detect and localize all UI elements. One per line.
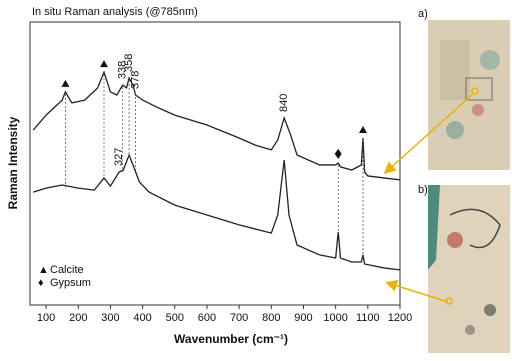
arrow: [383, 92, 475, 175]
x-tick-label: 200: [69, 312, 87, 324]
x-tick-label: 400: [133, 312, 151, 324]
calcite-marker: [61, 79, 70, 87]
photo-a: [428, 20, 510, 170]
panel-label: b): [418, 184, 428, 196]
y-axis-label: Raman Intensity: [6, 116, 20, 209]
photo-b: [428, 185, 510, 353]
x-tick-label: 900: [294, 312, 312, 324]
arrow: [385, 279, 449, 303]
chart-title: In situ Raman analysis (@785nm): [32, 6, 198, 18]
x-axis-label: Wavenumber (cm⁻¹): [174, 332, 288, 346]
calcite-marker: [359, 126, 367, 134]
x-tick-label: 800: [262, 312, 280, 324]
x-tick-label: 700: [230, 312, 248, 324]
peak-label: 327: [113, 148, 125, 166]
x-tick-label: 1000: [323, 312, 347, 324]
peak-label: 378: [129, 71, 141, 89]
x-tick-label: 1100: [356, 312, 380, 324]
calcite-marker: [100, 60, 108, 68]
x-tick-label: 600: [198, 312, 216, 324]
peak-label: 338: [117, 61, 129, 79]
x-tick-label: 100: [37, 312, 55, 324]
x-tick-label: 300: [101, 312, 119, 324]
legend-label: Calcite: [50, 264, 84, 276]
spectrum-line: [33, 153, 401, 271]
gypsum-marker: [334, 148, 342, 159]
plot-frame: [29, 21, 401, 306]
legend-symbol: ♦: [38, 277, 44, 289]
legend-label: Gypsum: [50, 277, 91, 289]
peak-label: 358: [123, 54, 135, 72]
x-tick-label: 500: [166, 312, 184, 324]
panel-label: a): [418, 8, 428, 20]
spectrum-line: [32, 70, 401, 181]
x-tick-label: 1200: [388, 312, 412, 324]
peak-label: 840: [278, 94, 290, 112]
legend-symbol: ▲: [38, 264, 49, 276]
